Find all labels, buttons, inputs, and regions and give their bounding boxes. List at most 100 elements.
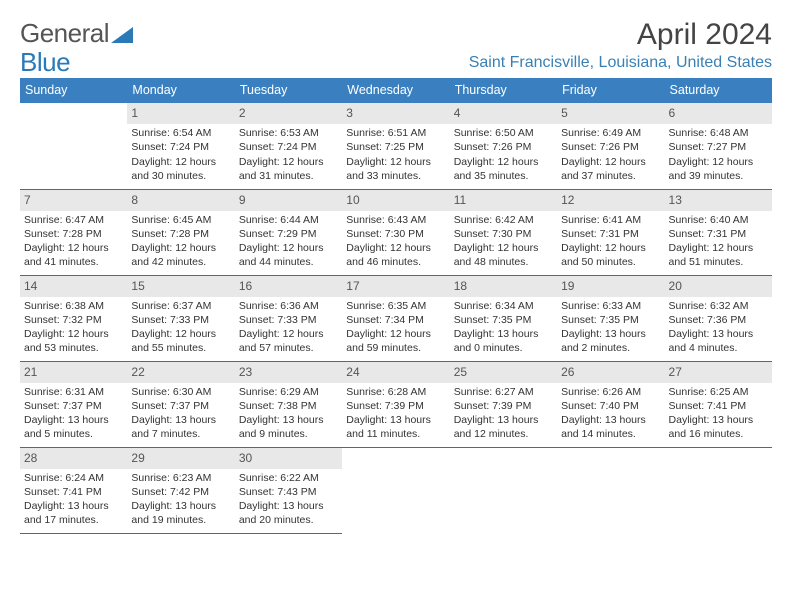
day-number: 4 [450, 103, 557, 124]
calendar-cell: 5Sunrise: 6:49 AMSunset: 7:26 PMDaylight… [557, 103, 664, 189]
sunrise-text: Sunrise: 6:33 AM [561, 299, 660, 313]
daylight-text: Daylight: 13 hours [239, 499, 338, 513]
daylight-text: Daylight: 13 hours [24, 413, 123, 427]
daylight-text: Daylight: 13 hours [239, 413, 338, 427]
sunset-text: Sunset: 7:30 PM [454, 227, 553, 241]
day-number: 30 [235, 448, 342, 469]
calendar-cell: 3Sunrise: 6:51 AMSunset: 7:25 PMDaylight… [342, 103, 449, 189]
calendar-cell: 21Sunrise: 6:31 AMSunset: 7:37 PMDayligh… [20, 361, 127, 447]
weekday-header: Sunday [20, 78, 127, 103]
daylight-text: and 51 minutes. [669, 255, 768, 269]
sunset-text: Sunset: 7:27 PM [669, 140, 768, 154]
sunrise-text: Sunrise: 6:34 AM [454, 299, 553, 313]
sunset-text: Sunset: 7:32 PM [24, 313, 123, 327]
daylight-text: and 41 minutes. [24, 255, 123, 269]
sunset-text: Sunset: 7:40 PM [561, 399, 660, 413]
day-number: 7 [20, 190, 127, 211]
calendar-cell: 18Sunrise: 6:34 AMSunset: 7:35 PMDayligh… [450, 275, 557, 361]
day-number: 19 [557, 276, 664, 297]
day-number: 9 [235, 190, 342, 211]
weekday-header-row: Sunday Monday Tuesday Wednesday Thursday… [20, 78, 772, 103]
calendar-cell: . [557, 447, 664, 533]
calendar-cell: 11Sunrise: 6:42 AMSunset: 7:30 PMDayligh… [450, 189, 557, 275]
calendar-cell: 8Sunrise: 6:45 AMSunset: 7:28 PMDaylight… [127, 189, 234, 275]
day-number: 21 [20, 362, 127, 383]
calendar-cell: 23Sunrise: 6:29 AMSunset: 7:38 PMDayligh… [235, 361, 342, 447]
calendar-cell: 17Sunrise: 6:35 AMSunset: 7:34 PMDayligh… [342, 275, 449, 361]
daylight-text: and 17 minutes. [24, 513, 123, 527]
daylight-text: and 39 minutes. [669, 169, 768, 183]
sunrise-text: Sunrise: 6:53 AM [239, 126, 338, 140]
day-number: 15 [127, 276, 234, 297]
calendar-cell: . [665, 447, 772, 533]
calendar-cell: 7Sunrise: 6:47 AMSunset: 7:28 PMDaylight… [20, 189, 127, 275]
calendar-cell: 30Sunrise: 6:22 AMSunset: 7:43 PMDayligh… [235, 447, 342, 533]
sunset-text: Sunset: 7:39 PM [346, 399, 445, 413]
day-number: 13 [665, 190, 772, 211]
sunrise-text: Sunrise: 6:50 AM [454, 126, 553, 140]
sunrise-text: Sunrise: 6:22 AM [239, 471, 338, 485]
daylight-text: Daylight: 13 hours [131, 413, 230, 427]
day-number: 25 [450, 362, 557, 383]
daylight-text: and 59 minutes. [346, 341, 445, 355]
day-number: 3 [342, 103, 449, 124]
daylight-text: Daylight: 12 hours [131, 241, 230, 255]
daylight-text: Daylight: 13 hours [669, 327, 768, 341]
sunrise-text: Sunrise: 6:42 AM [454, 213, 553, 227]
sunset-text: Sunset: 7:38 PM [239, 399, 338, 413]
sunrise-text: Sunrise: 6:49 AM [561, 126, 660, 140]
daylight-text: and 55 minutes. [131, 341, 230, 355]
calendar-row: .1Sunrise: 6:54 AMSunset: 7:24 PMDayligh… [20, 103, 772, 189]
day-number: 28 [20, 448, 127, 469]
sunrise-text: Sunrise: 6:25 AM [669, 385, 768, 399]
daylight-text: and 14 minutes. [561, 427, 660, 441]
daylight-text: Daylight: 13 hours [561, 413, 660, 427]
sunrise-text: Sunrise: 6:38 AM [24, 299, 123, 313]
daylight-text: Daylight: 12 hours [131, 327, 230, 341]
daylight-text: and 35 minutes. [454, 169, 553, 183]
sunrise-text: Sunrise: 6:37 AM [131, 299, 230, 313]
daylight-text: and 20 minutes. [239, 513, 338, 527]
daylight-text: Daylight: 12 hours [24, 241, 123, 255]
day-number: 2 [235, 103, 342, 124]
sunset-text: Sunset: 7:31 PM [669, 227, 768, 241]
daylight-text: and 0 minutes. [454, 341, 553, 355]
daylight-text: Daylight: 12 hours [24, 327, 123, 341]
day-number: 10 [342, 190, 449, 211]
sunset-text: Sunset: 7:35 PM [454, 313, 553, 327]
calendar-cell: . [450, 447, 557, 533]
daylight-text: Daylight: 13 hours [346, 413, 445, 427]
sunset-text: Sunset: 7:41 PM [669, 399, 768, 413]
day-number: 23 [235, 362, 342, 383]
daylight-text: and 53 minutes. [24, 341, 123, 355]
daylight-text: Daylight: 12 hours [454, 155, 553, 169]
day-number: 17 [342, 276, 449, 297]
daylight-text: Daylight: 12 hours [346, 155, 445, 169]
daylight-text: Daylight: 13 hours [454, 413, 553, 427]
sunset-text: Sunset: 7:24 PM [131, 140, 230, 154]
sunset-text: Sunset: 7:41 PM [24, 485, 123, 499]
daylight-text: and 42 minutes. [131, 255, 230, 269]
logo: General [20, 18, 133, 49]
daylight-text: Daylight: 12 hours [454, 241, 553, 255]
calendar-cell: 28Sunrise: 6:24 AMSunset: 7:41 PMDayligh… [20, 447, 127, 533]
day-number: 8 [127, 190, 234, 211]
calendar-cell: 27Sunrise: 6:25 AMSunset: 7:41 PMDayligh… [665, 361, 772, 447]
daylight-text: and 4 minutes. [669, 341, 768, 355]
calendar-table: Sunday Monday Tuesday Wednesday Thursday… [20, 78, 772, 534]
sunset-text: Sunset: 7:28 PM [24, 227, 123, 241]
day-number: 27 [665, 362, 772, 383]
logo-triangle-icon [111, 25, 133, 43]
sunrise-text: Sunrise: 6:35 AM [346, 299, 445, 313]
daylight-text: Daylight: 12 hours [561, 155, 660, 169]
sunrise-text: Sunrise: 6:44 AM [239, 213, 338, 227]
sunrise-text: Sunrise: 6:36 AM [239, 299, 338, 313]
sunset-text: Sunset: 7:33 PM [131, 313, 230, 327]
weekday-header: Thursday [450, 78, 557, 103]
sunrise-text: Sunrise: 6:51 AM [346, 126, 445, 140]
location-text: Saint Francisville, Louisiana, United St… [469, 54, 772, 72]
sunrise-text: Sunrise: 6:48 AM [669, 126, 768, 140]
logo-text-b: Blue [20, 47, 70, 78]
daylight-text: Daylight: 12 hours [346, 241, 445, 255]
daylight-text: and 19 minutes. [131, 513, 230, 527]
